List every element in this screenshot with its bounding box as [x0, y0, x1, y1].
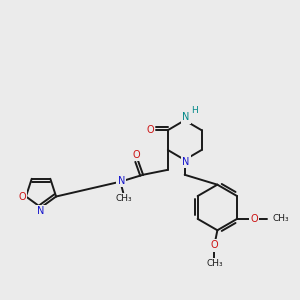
Text: N: N	[182, 112, 189, 122]
Text: H: H	[191, 106, 198, 115]
Text: CH₃: CH₃	[116, 194, 133, 203]
Text: N: N	[37, 206, 45, 216]
Text: O: O	[18, 191, 26, 202]
Text: O: O	[211, 240, 218, 250]
Text: O: O	[250, 214, 258, 224]
Text: N: N	[118, 176, 125, 186]
Text: CH₃: CH₃	[273, 214, 290, 224]
Text: O: O	[146, 125, 154, 135]
Text: CH₃: CH₃	[206, 260, 223, 268]
Text: O: O	[132, 150, 140, 160]
Text: N: N	[182, 157, 189, 167]
